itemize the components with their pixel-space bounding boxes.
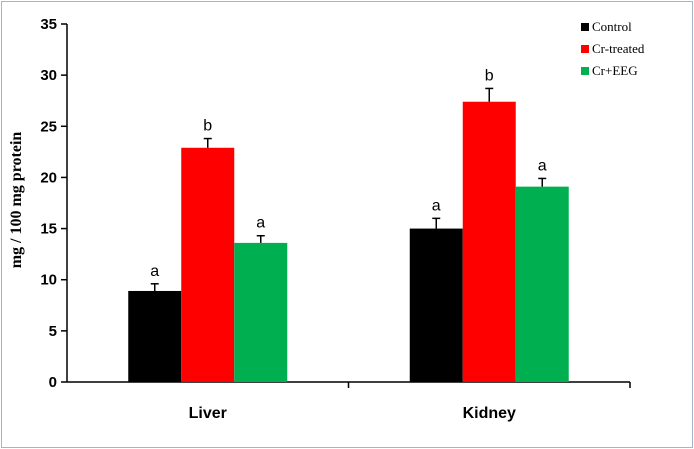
- significance-label: a: [538, 157, 547, 174]
- significance-label: a: [256, 215, 265, 232]
- bar-control-liver: [128, 290, 182, 382]
- legend-label: Cr-treated: [592, 41, 645, 56]
- significance-label: a: [432, 197, 441, 214]
- legend-label: Control: [592, 19, 632, 34]
- bar-control-kidney: [409, 228, 463, 382]
- bars: a b a a b a: [128, 67, 569, 382]
- significance-label: b: [485, 67, 494, 84]
- legend: Control Cr-treated Cr+EEG: [581, 19, 645, 78]
- significance-label: a: [150, 263, 159, 280]
- y-tick-label: 20: [40, 169, 57, 186]
- y-tick-label: 15: [40, 221, 57, 238]
- bar-cr-eeg-kidney: [515, 186, 569, 382]
- bar-cr-treated-liver: [181, 147, 235, 382]
- bar-cr-eeg-liver: [234, 242, 288, 382]
- legend-swatch: [581, 45, 589, 53]
- significance-label: b: [203, 118, 212, 135]
- y-tick-label: 0: [49, 374, 57, 391]
- y-axis-label: mg / 100 mg protein: [8, 132, 25, 269]
- y-tick-label: 5: [49, 323, 57, 340]
- x-category-label: Liver: [189, 405, 227, 422]
- legend-swatch: [581, 67, 589, 75]
- x-category-label: Kidney: [463, 405, 516, 422]
- legend-swatch: [581, 23, 589, 31]
- legend-label: Cr+EEG: [592, 63, 638, 78]
- y-tick-label: 30: [40, 67, 57, 84]
- y-tick-label: 25: [40, 118, 57, 135]
- y-tick-label: 10: [40, 272, 57, 289]
- bar-cr-treated-kidney: [462, 101, 516, 382]
- y-tick-label: 35: [40, 16, 57, 33]
